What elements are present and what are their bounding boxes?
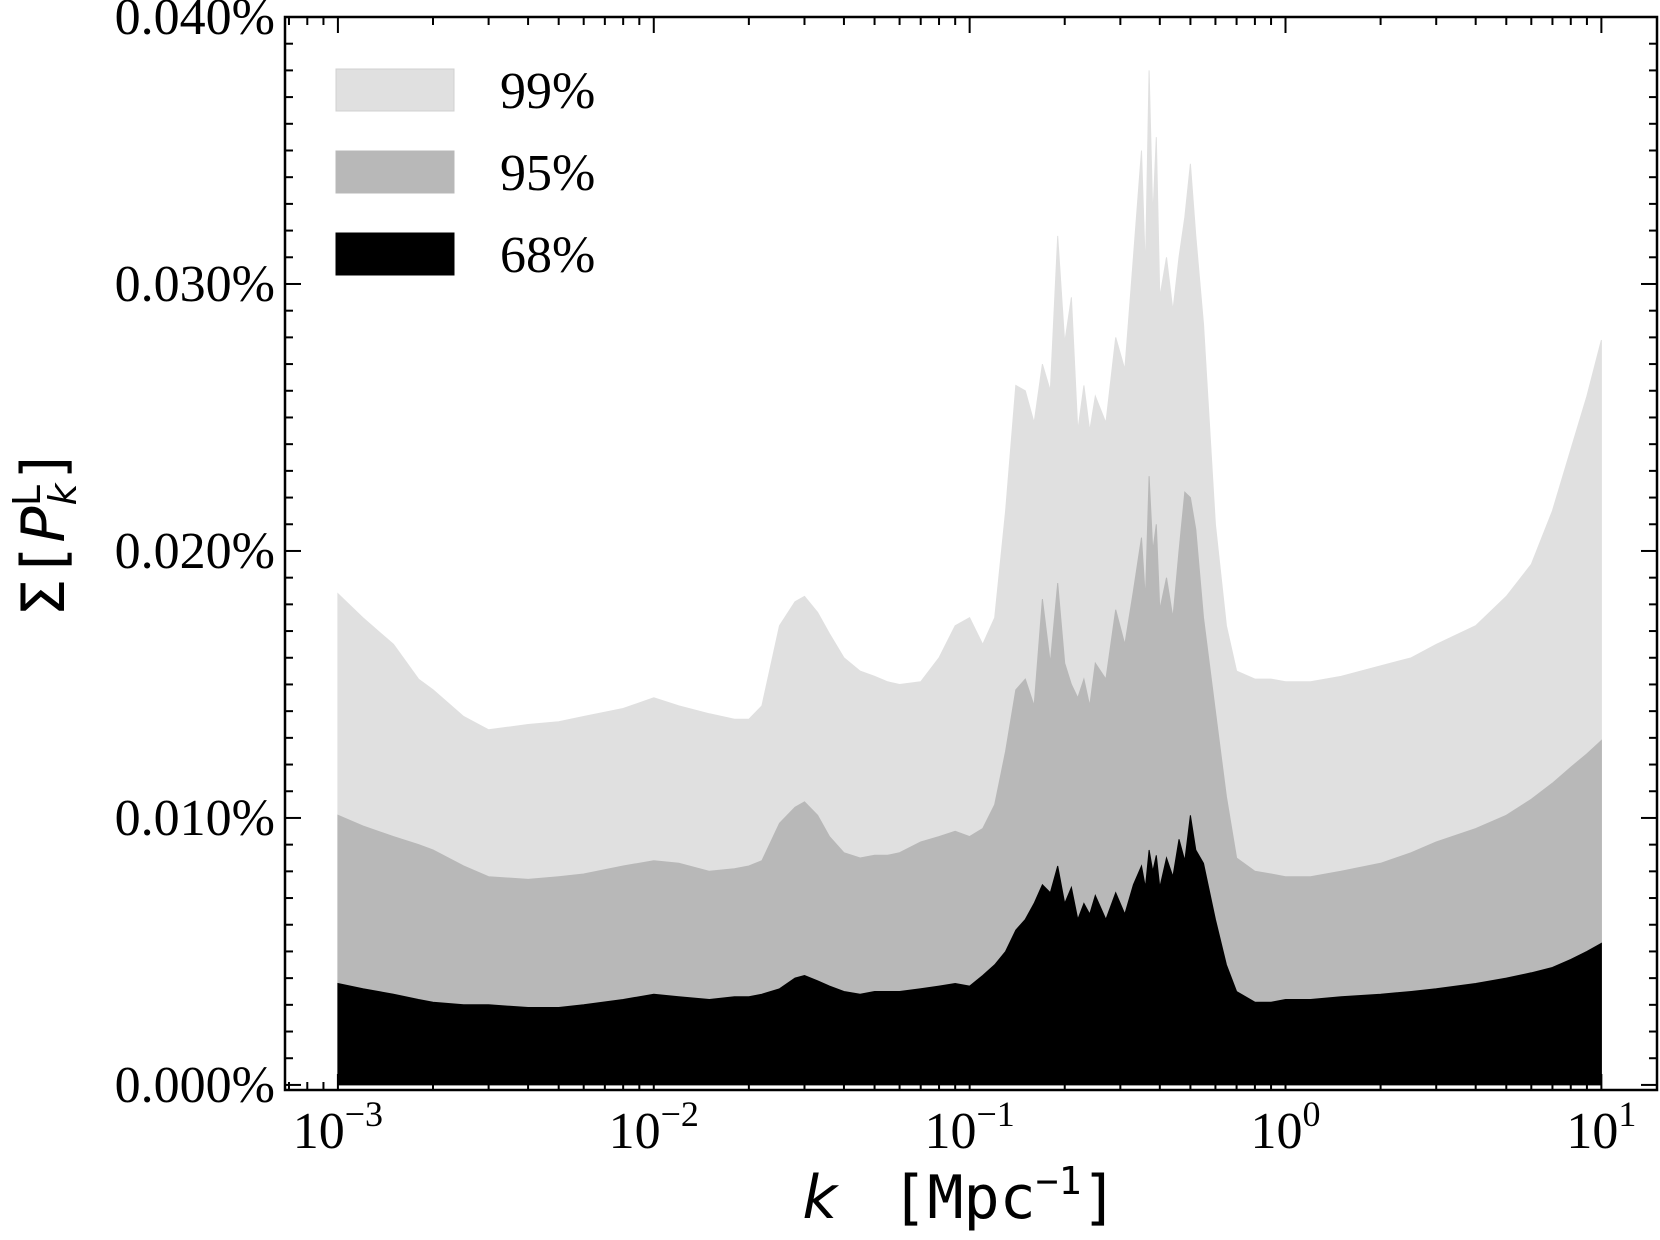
y-tick-label: 0.010%	[115, 790, 275, 847]
axis-ticks	[285, 16, 1657, 1090]
y-tick-label: 0.020%	[115, 523, 275, 580]
legend-swatch-2	[335, 232, 455, 276]
legend-swatch-1	[335, 150, 455, 194]
x-tick-labels: 10−3 10−2 10−1 100 101	[293, 1094, 1637, 1160]
legend: 99% 95% 68%	[335, 63, 595, 284]
y-tick-label: 0.030%	[115, 256, 275, 313]
area-band-1	[337, 476, 1602, 1086]
x-tick-label: 101	[1566, 1094, 1636, 1160]
legend-label-2: 68%	[500, 227, 595, 284]
plot-areas	[337, 70, 1602, 1086]
x-tick-label: 10−2	[609, 1094, 699, 1160]
plot-frame	[283, 15, 1659, 1092]
legend-label-0: 99%	[500, 63, 595, 120]
y-tick-label: 0.000%	[115, 1057, 275, 1114]
x-axis-label: k [Mpc−1]	[802, 1159, 1117, 1233]
legend-swatch-0	[335, 68, 455, 112]
x-tick-label: 100	[1251, 1094, 1321, 1160]
y-tick-label: 0.040%	[115, 0, 275, 46]
x-tick-label: 10−3	[293, 1094, 383, 1160]
y-axis-label: Σ[PLk]	[5, 447, 85, 616]
legend-label-1: 95%	[500, 145, 595, 202]
area-band-0	[337, 70, 1602, 1086]
area-band-2	[337, 815, 1602, 1086]
y-tick-labels: 0.000% 0.010% 0.020% 0.030% 0.040%	[115, 0, 275, 1114]
x-tick-label: 10−1	[924, 1094, 1014, 1160]
